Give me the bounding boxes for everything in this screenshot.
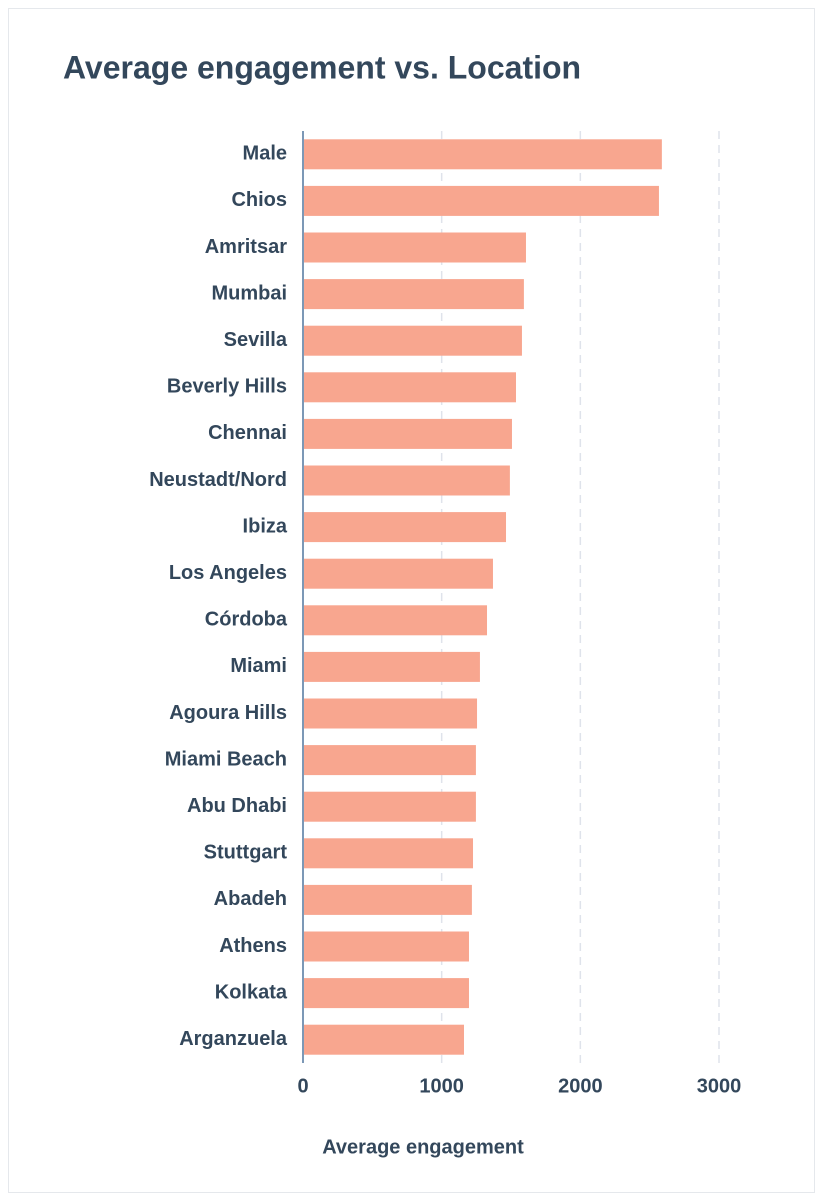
bar	[303, 791, 476, 822]
y-tick-label: Amritsar	[205, 236, 287, 258]
y-tick-label: Chennai	[208, 422, 287, 444]
bar	[303, 465, 510, 496]
bar	[303, 418, 512, 449]
x-axis-label: Average engagement	[322, 1136, 524, 1158]
y-tick-label: Beverly Hills	[167, 376, 287, 398]
bar	[303, 884, 472, 915]
y-tick-label: Male	[243, 143, 287, 165]
bar	[303, 139, 662, 170]
bar	[303, 232, 526, 263]
bar	[303, 279, 524, 310]
x-tick-label: 2000	[558, 1075, 603, 1097]
y-tick-label: Arganzuela	[179, 1028, 288, 1050]
y-tick-label: Mumbai	[211, 282, 287, 304]
x-tick-label: 1000	[419, 1075, 464, 1097]
y-tick-label: Neustadt/Nord	[149, 469, 287, 491]
bar	[303, 558, 493, 589]
bar	[303, 651, 480, 682]
y-tick-label: Los Angeles	[169, 562, 287, 584]
bar	[303, 931, 469, 962]
y-tick-label: Miami Beach	[165, 748, 287, 770]
bar	[303, 978, 469, 1009]
bar	[303, 1024, 464, 1055]
bar	[303, 512, 507, 543]
bar	[303, 605, 488, 636]
y-tick-label: Abadeh	[214, 888, 287, 910]
x-tick-label: 0	[297, 1075, 308, 1097]
card	[8, 8, 815, 1193]
bar	[303, 838, 474, 869]
chart-title: Average engagement vs. Location	[63, 49, 581, 85]
y-tick-label: Córdoba	[205, 609, 288, 631]
y-tick-label: Stuttgart	[204, 842, 288, 864]
y-tick-label: Chios	[231, 189, 287, 211]
bar	[303, 698, 478, 729]
bar	[303, 372, 516, 403]
y-tick-label: Agoura Hills	[169, 702, 287, 724]
bar	[303, 185, 659, 216]
y-tick-label: Kolkata	[215, 981, 288, 1003]
bar	[303, 745, 476, 776]
x-tick-label: 3000	[697, 1075, 742, 1097]
y-tick-label: Athens	[219, 935, 287, 957]
y-tick-label: Abu Dhabi	[187, 795, 287, 817]
y-tick-label: Sevilla	[224, 329, 288, 351]
y-tick-label: Ibiza	[243, 515, 288, 537]
y-tick-label: Miami	[230, 655, 287, 677]
bar	[303, 325, 522, 356]
